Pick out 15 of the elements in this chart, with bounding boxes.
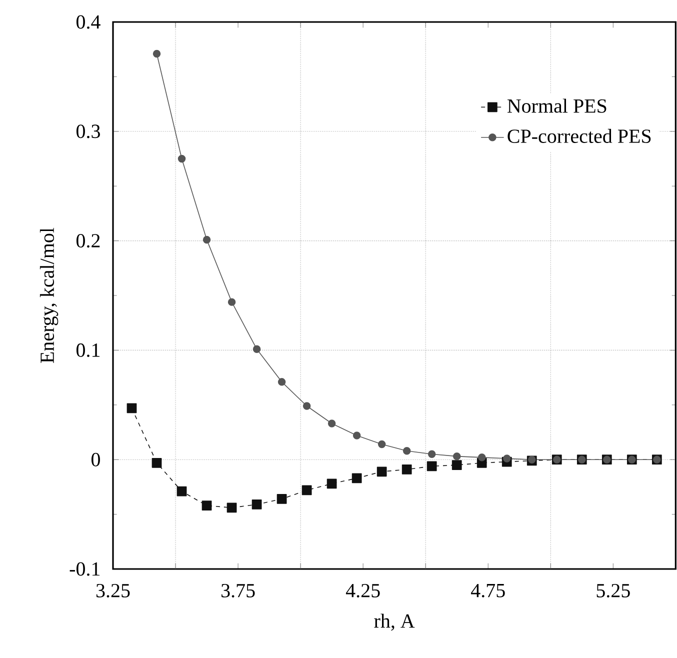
x-axis-title: rh, A — [374, 614, 415, 631]
x-tick-label: 3.25 — [96, 584, 130, 598]
legend-label: CP-corrected PES — [508, 128, 651, 143]
y-tick-label: 0.1 — [76, 343, 100, 357]
x-tick-label: 3.75 — [222, 584, 255, 598]
y-tick-label: 0.4 — [76, 15, 100, 29]
y-axis-title: Energy, kcal/mol — [40, 228, 58, 363]
x-tick-label: 5.25 — [596, 584, 630, 598]
y-tick-label: 0.2 — [76, 234, 100, 248]
y-tick-label: 0.3 — [76, 124, 100, 138]
x-tick-label: 4.75 — [471, 584, 505, 598]
y-tick-label: -0.1 — [70, 562, 100, 576]
legend-label: Normal PES — [507, 98, 606, 113]
x-tick-label: 4.25 — [346, 584, 380, 598]
y-tick-label: 0 — [91, 452, 100, 466]
